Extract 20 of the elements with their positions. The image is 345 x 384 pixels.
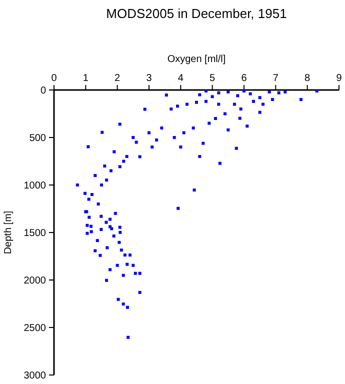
x-tick-label: 6 <box>241 73 248 84</box>
chart-title: MODS2005 in December, 1951 <box>106 6 287 21</box>
x-tick-label: 9 <box>336 73 342 84</box>
x-tick-label: 1 <box>82 73 89 84</box>
x-tick-label: 7 <box>272 73 279 84</box>
y-axis-title: Depth [m] <box>3 210 14 254</box>
y-tick-label: 3000 <box>24 370 46 382</box>
x-tick-label: 8 <box>304 73 311 84</box>
y-tick-label: 2000 <box>24 276 46 286</box>
x-tick-label: 4 <box>178 73 184 84</box>
x-axis-title: Oxygen [ml/l] <box>167 54 226 65</box>
y-tick-label: 0 <box>40 86 46 96</box>
y-tick-label: 1000 <box>24 180 46 192</box>
x-tick-label: 3 <box>146 73 152 84</box>
x-tick-label: 0 <box>51 73 58 84</box>
y-tick-label: 1500 <box>24 228 46 239</box>
y-tick-label: 2500 <box>24 323 46 334</box>
x-tick-label: 5 <box>210 73 216 84</box>
x-tick-label: 2 <box>114 73 121 84</box>
y-tick-label: 500 <box>29 133 46 144</box>
